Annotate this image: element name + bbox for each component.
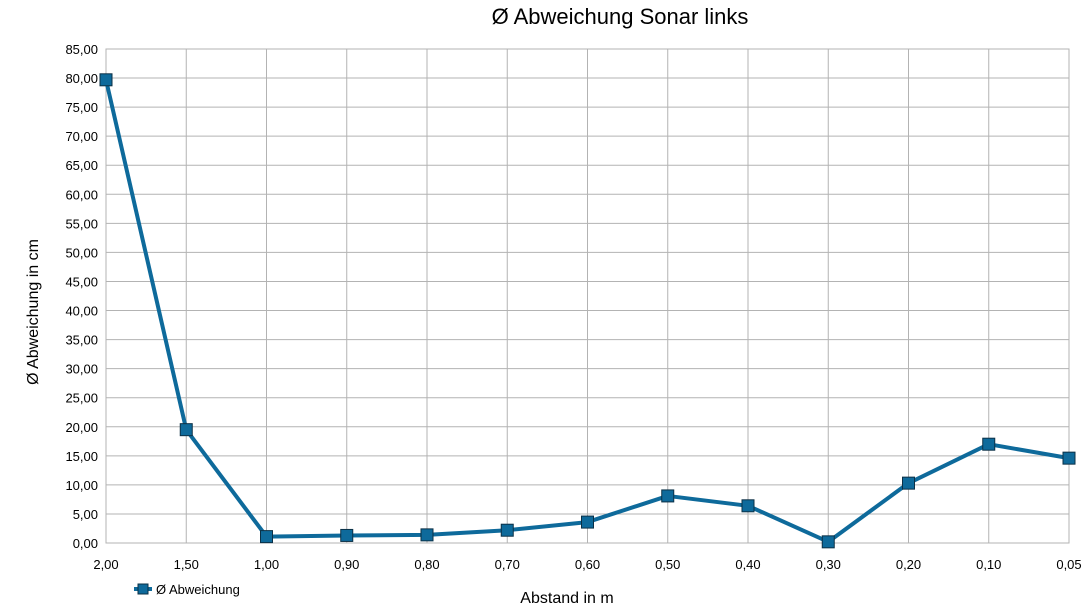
data-point [420,528,434,542]
x-tick-label: 0,70 [495,557,520,572]
data-point [902,476,915,490]
y-tick-label: 80,00 [65,71,98,86]
y-tick-label: 15,00 [65,449,98,464]
chart-title: Ø Abweichung Sonar links [492,4,749,29]
data-point [581,515,594,529]
y-tick-label: 0,00 [73,536,98,551]
x-tick-label: 0,60 [575,557,600,572]
data-point [821,535,835,549]
plot-frame [105,48,1070,544]
x-tick-label: 0,40 [735,557,760,572]
x-tick-label: 0,05 [1056,557,1081,572]
data-point [1062,451,1076,465]
data-point [500,523,514,537]
y-tick-label: 20,00 [65,420,98,435]
y-tick-label: 60,00 [65,187,98,202]
y-tick-label: 35,00 [65,333,98,348]
data-point [99,73,113,87]
y-axis-label: Ø Abweichung in cm [25,239,42,385]
x-tick-label: 2,00 [93,557,118,572]
x-axis-label: Abstand in m [520,590,613,607]
legend: Ø Abweichung [134,582,240,597]
y-tick-label: 10,00 [65,478,98,493]
data-point [260,530,273,544]
y-tick-label: 65,00 [65,158,98,173]
x-tick-label: 0,90 [334,557,359,572]
y-tick-label: 40,00 [65,304,98,319]
x-tick-label: 1,50 [174,557,199,572]
x-tick-label: 0,80 [414,557,439,572]
y-tick-label: 25,00 [65,391,98,406]
x-tick-label: 0,10 [976,557,1001,572]
x-tick-label: 0,30 [816,557,841,572]
y-tick-label: 75,00 [65,100,98,115]
y-tick-label: 50,00 [65,245,98,260]
x-tick-label: 1,00 [254,557,279,572]
data-point [982,437,996,451]
y-tick-label: 30,00 [65,362,98,377]
y-tick-label: 85,00 [65,42,98,57]
legend-label: Ø Abweichung [156,582,240,597]
data-point [179,423,193,437]
grid [105,48,1070,544]
data-point [340,528,354,542]
x-tick-label: 0,50 [655,557,680,572]
x-axis-ticks: 2,00 1,50 1,00 0,90 0,80 0,70 0,60 0,50 0,40 0,30… [93,557,1081,572]
x-tick-label: 0,20 [896,557,921,572]
y-tick-label: 70,00 [65,129,98,144]
series [99,73,1076,549]
y-axis-ticks: 0,00 5,00 10,00 15,00 20,00 25,00 30,00 35,00 40… [65,42,98,551]
y-tick-label: 5,00 [73,507,98,522]
y-tick-label: 45,00 [65,274,98,289]
legend-marker [137,583,149,595]
y-tick-label: 55,00 [65,216,98,231]
data-point [661,489,675,503]
data-point [741,499,755,513]
